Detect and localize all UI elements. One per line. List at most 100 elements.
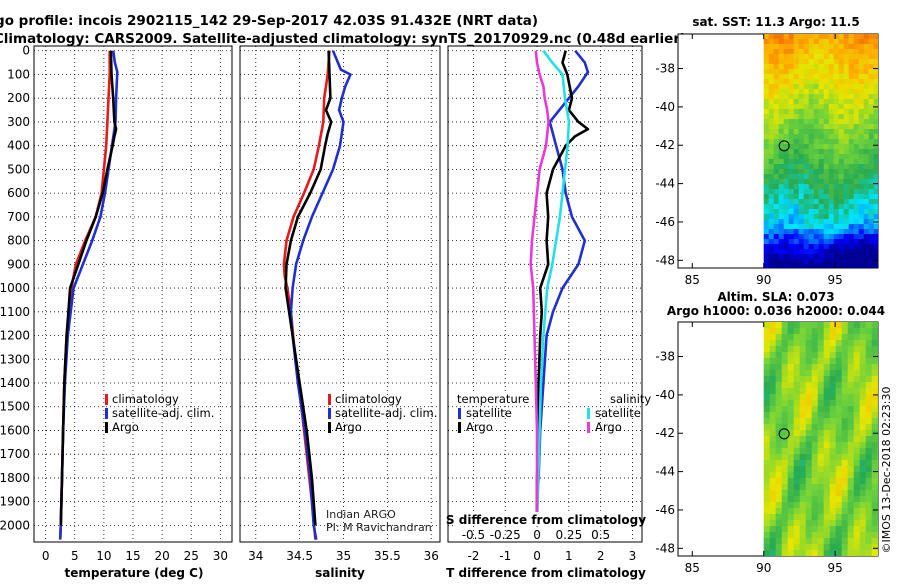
map-cell	[817, 340, 825, 347]
map-cell	[865, 430, 873, 437]
map-cell	[859, 370, 867, 377]
map-cell	[847, 496, 855, 503]
figure-title-line2: Climatology: CARS2009. Satellite-adjuste…	[0, 31, 686, 47]
lat-tick-label: -46	[655, 503, 675, 517]
map-cell	[768, 209, 775, 215]
x-tick-label: -2	[467, 549, 479, 563]
map-cell	[803, 79, 810, 85]
map-cell	[808, 94, 815, 100]
map-cell	[798, 189, 805, 195]
map-cell	[763, 412, 771, 419]
map-cell	[788, 89, 795, 95]
map-cell	[853, 204, 860, 210]
map-cell	[829, 376, 837, 383]
map-cell	[823, 322, 831, 329]
map-cell	[798, 144, 805, 150]
legend-swatch-t-satellite	[458, 408, 461, 419]
map-cell	[788, 54, 795, 60]
map-cell	[847, 436, 855, 443]
map-cell	[838, 199, 845, 205]
map-cell	[873, 99, 878, 105]
map-cell	[787, 370, 795, 377]
map-cell	[811, 478, 819, 485]
map-cell	[841, 478, 849, 485]
map-cell	[865, 424, 873, 431]
map-cell	[863, 139, 870, 145]
map-cell	[858, 54, 865, 60]
map-cell	[793, 424, 801, 431]
map-cell	[783, 69, 790, 75]
map-cell	[778, 34, 785, 40]
map-cell	[763, 154, 770, 160]
map-cell	[793, 234, 800, 240]
map-cell	[873, 259, 878, 265]
map-cell	[858, 249, 865, 255]
map-cell	[803, 49, 810, 55]
map-cell	[848, 179, 855, 185]
map-cell	[763, 39, 770, 45]
map-cell	[817, 388, 825, 395]
map-cell	[865, 376, 873, 383]
map-cell	[769, 460, 777, 467]
map-cell	[833, 144, 840, 150]
map-cell	[781, 454, 789, 461]
map-cell	[793, 254, 800, 260]
map-cell	[783, 254, 790, 260]
map-cell	[838, 154, 845, 160]
s-label-background	[453, 512, 639, 526]
map-cell	[828, 239, 835, 245]
map-cell	[788, 214, 795, 220]
map-cell	[865, 388, 873, 395]
map-cell	[843, 69, 850, 75]
map-cell	[859, 532, 867, 539]
map-cell	[817, 370, 825, 377]
map-cell	[833, 54, 840, 60]
map-cell	[848, 259, 855, 265]
map-cell	[829, 430, 837, 437]
map-cell	[763, 214, 770, 220]
map-cell	[835, 508, 843, 515]
map-cell	[805, 376, 813, 383]
map-cell	[773, 154, 780, 160]
depth-tick-label: 800	[7, 234, 30, 248]
map-cell	[858, 254, 865, 260]
map-cell	[871, 442, 878, 449]
sst-argo-location-marker	[778, 140, 790, 152]
map-cell	[833, 199, 840, 205]
map-cell	[843, 224, 850, 230]
map-cell	[843, 239, 850, 245]
map-cell	[858, 189, 865, 195]
map-cell	[853, 334, 861, 341]
map-cell	[853, 424, 861, 431]
map-cell	[773, 219, 780, 225]
map-cell	[847, 544, 855, 551]
map-cell	[783, 159, 790, 165]
x-tick-label: 0	[533, 549, 541, 563]
map-cell	[808, 214, 815, 220]
map-cell	[773, 34, 780, 40]
map-cell	[768, 239, 775, 245]
map-cell	[848, 129, 855, 135]
map-cell	[811, 400, 819, 407]
map-cell	[865, 544, 873, 551]
map-cell	[848, 79, 855, 85]
map-cell	[763, 328, 771, 335]
map-cell	[835, 352, 843, 359]
map-cell	[853, 89, 860, 95]
map-cell	[768, 159, 775, 165]
map-cell	[859, 508, 867, 515]
map-cell	[877, 352, 878, 359]
map-cell	[859, 478, 867, 485]
map-cell	[768, 149, 775, 155]
map-cell	[818, 104, 825, 110]
map-cell	[778, 99, 785, 105]
map-cell	[788, 94, 795, 100]
legend-swatch-satellite	[328, 408, 331, 419]
map-cell	[853, 328, 861, 335]
map-cell	[763, 129, 770, 135]
map-cell	[803, 189, 810, 195]
map-cell	[848, 74, 855, 80]
sla-map-heatmap	[763, 322, 878, 556]
map-cell	[863, 199, 870, 205]
map-cell	[818, 89, 825, 95]
